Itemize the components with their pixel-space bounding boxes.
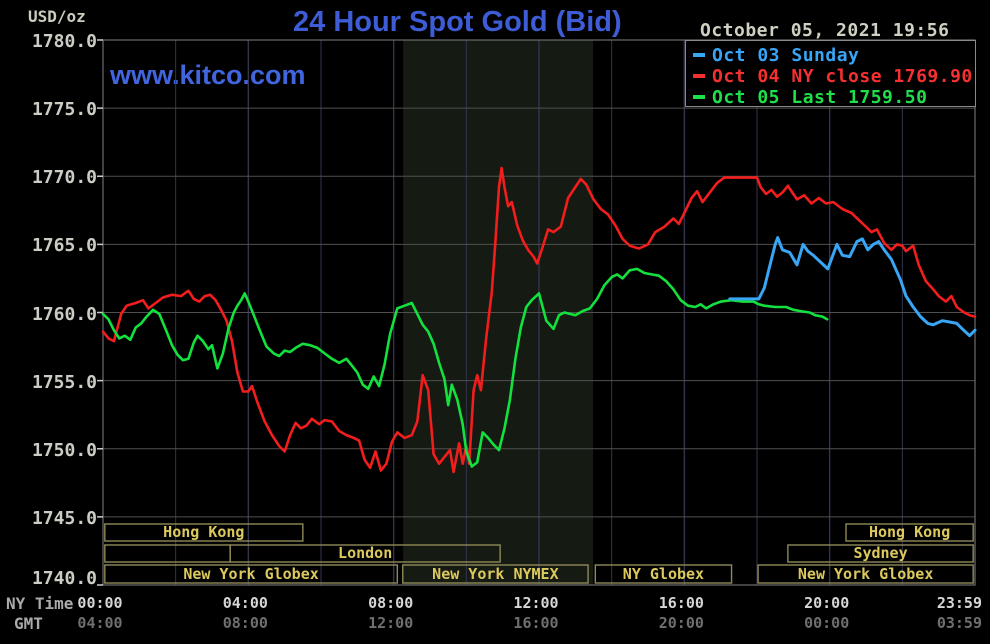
session-box — [402, 564, 589, 584]
session-box — [757, 564, 974, 584]
session-box — [229, 544, 501, 563]
session-label: Hong Kong — [163, 523, 244, 541]
legend-box: Oct 03 Sunday Oct 04 NY close 1769.90 Oc… — [685, 40, 976, 108]
legend-item-oct03: Oct 03 Sunday — [693, 45, 859, 66]
ny-time-tick-label: 00:00 — [77, 594, 123, 612]
legend-item-oct04: Oct 04 NY close 1769.90 — [693, 66, 973, 87]
legend-item-oct05: Oct 05 Last 1759.50 — [693, 87, 927, 108]
session-box — [104, 523, 304, 542]
session-label: NY Globex — [623, 565, 704, 583]
session-label: New York Globex — [183, 565, 318, 583]
ny-time-tick-label: 12:00 — [513, 594, 559, 612]
session-label: London — [338, 544, 392, 562]
kitco-watermark[interactable]: www.kitco.com — [110, 60, 306, 90]
series-line-oct-03-sunday — [728, 236, 977, 338]
chart-datetime: October 05, 2021 19:56 — [700, 20, 950, 41]
session-box — [787, 544, 974, 563]
session-box — [845, 523, 974, 542]
y-axis-tick-label: 1775.0 — [31, 99, 97, 121]
y-axis-tick-label: 1745.0 — [31, 507, 97, 529]
session-box — [594, 564, 733, 584]
ny-time-tick-label: 20:00 — [804, 594, 850, 612]
y-axis-unit-label: USD/oz — [28, 7, 86, 26]
session-box — [104, 544, 231, 563]
gmt-time-tick-label: 20:00 — [658, 614, 704, 632]
gmt-axis-label: GMT — [14, 614, 43, 633]
y-axis-tick-label: 1755.0 — [31, 371, 97, 393]
chart-title: 24 Hour Spot Gold (Bid) — [293, 6, 622, 38]
series-line-oct-04-ny-close-1769-90 — [101, 166, 977, 474]
ny-time-axis-label: NY Time — [6, 594, 74, 613]
y-axis-tick-label: 1765.0 — [31, 235, 97, 257]
series-line-oct-05-last-1759-50 — [101, 267, 829, 468]
ny-time-tick-label: 04:00 — [222, 594, 268, 612]
legend-dash-icon — [693, 95, 705, 99]
y-axis-tick-label: 1740.0 — [31, 568, 97, 589]
session-label: Sydney — [853, 544, 907, 562]
ny-time-tick-label: 16:00 — [658, 594, 704, 612]
gmt-time-tick-label: 12:00 — [368, 614, 414, 632]
y-axis-tick-label: 1780.0 — [31, 31, 97, 52]
legend-dash-icon — [693, 53, 705, 57]
y-axis-tick-label: 1770.0 — [31, 167, 97, 189]
gmt-time-tick-label: 00:00 — [804, 614, 850, 632]
y-axis-tick-label: 1750.0 — [31, 439, 97, 461]
gmt-time-tick-label: 16:00 — [513, 614, 559, 632]
session-label: Hong Kong — [869, 523, 950, 541]
y-axis-tick-label: 1760.0 — [31, 303, 97, 325]
session-label: New York NYMEX — [432, 565, 558, 583]
session-label: New York Globex — [798, 565, 933, 583]
gmt-time-tick-label: 08:00 — [222, 614, 268, 632]
ny-time-tick-label: 08:00 — [368, 594, 414, 612]
gmt-time-tick-label: 03:59 — [936, 614, 982, 632]
ny-time-tick-label: 23:59 — [936, 594, 982, 612]
legend-dash-icon — [693, 74, 705, 78]
gmt-time-tick-label: 04:00 — [77, 614, 123, 632]
session-box — [104, 564, 399, 584]
